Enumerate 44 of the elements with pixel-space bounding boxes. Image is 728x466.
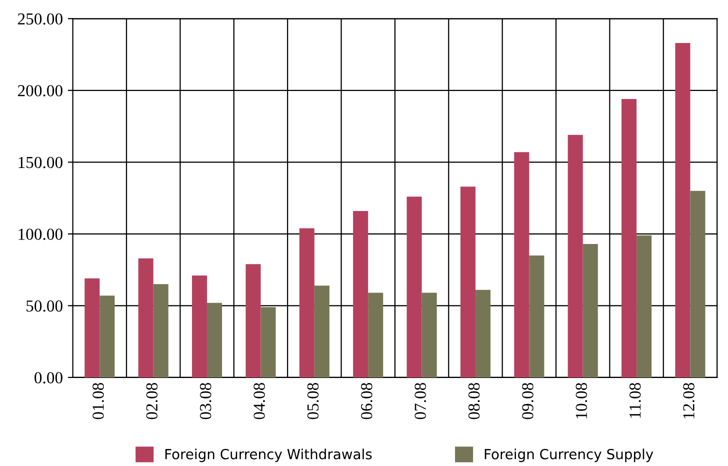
x-tick-label: 10.08 — [576, 382, 588, 418]
x-tick-label: 09.08 — [522, 382, 534, 420]
x-tick-label: 07.08 — [414, 382, 426, 420]
x-tick-label: 11.08 — [629, 382, 641, 418]
bar — [422, 292, 437, 378]
bar — [529, 255, 544, 378]
x-tick-label: 08.08 — [468, 382, 480, 420]
bar — [260, 307, 276, 378]
x-tick-label: 05.08 — [307, 382, 319, 420]
bar — [299, 228, 314, 378]
y-tick-label: 100.00 — [18, 228, 62, 240]
legend-label: Foreign Currency Withdrawals — [165, 448, 372, 462]
bar — [368, 292, 384, 378]
bar — [138, 258, 154, 378]
legend-label: Foreign Currency Supply — [484, 448, 654, 462]
bar — [207, 302, 222, 378]
bar — [568, 134, 583, 378]
y-tick-label: 200.00 — [18, 85, 62, 96]
bar — [622, 99, 637, 378]
bar — [314, 286, 330, 378]
x-tick-label: 06.08 — [361, 382, 372, 420]
bar — [460, 186, 476, 378]
bar — [406, 196, 422, 378]
x-tick-label: 01.08 — [92, 382, 104, 420]
bar — [353, 210, 368, 378]
bar — [192, 276, 208, 378]
bar — [690, 190, 706, 378]
y-tick-label: 250.00 — [18, 13, 62, 25]
bar — [246, 264, 261, 378]
x-tick-label: 12.08 — [683, 382, 694, 418]
bar — [675, 43, 690, 378]
bar — [84, 278, 100, 378]
bar — [100, 296, 115, 378]
bar — [582, 244, 598, 378]
bar — [475, 290, 491, 378]
x-tick-label: 02.08 — [146, 382, 158, 420]
y-tick-label: 150.00 — [18, 156, 62, 168]
x-tick-label: 04.08 — [254, 382, 265, 420]
y-tick-label: 50.00 — [26, 300, 62, 312]
y-tick-label: 0.00 — [34, 372, 62, 384]
bar — [153, 284, 168, 378]
bar — [514, 152, 530, 378]
x-tick-label: 03.08 — [200, 382, 212, 420]
bar — [636, 235, 652, 378]
